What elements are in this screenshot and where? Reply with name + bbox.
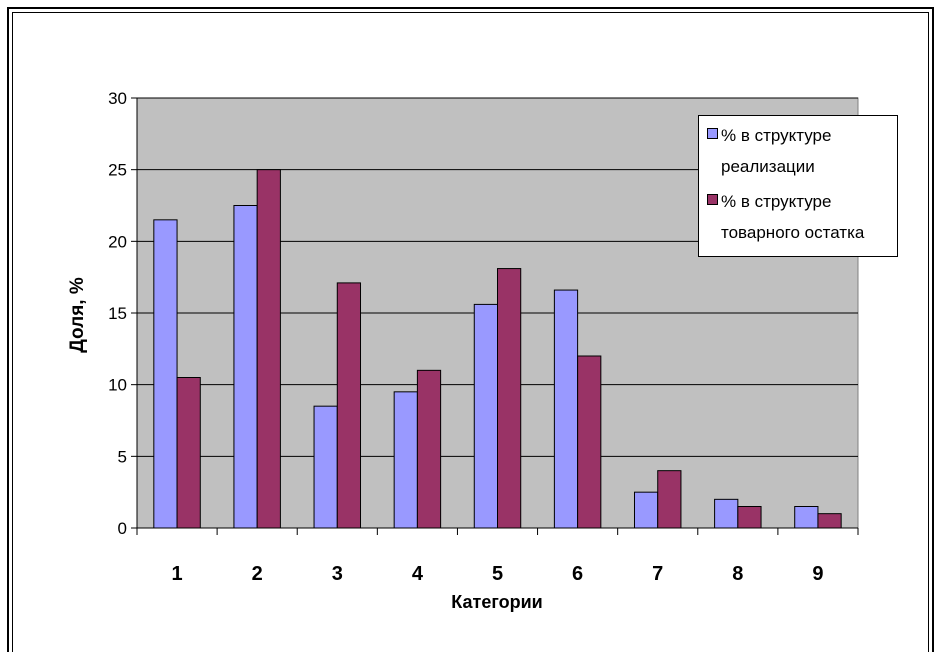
x-tick-label: 2 xyxy=(252,563,263,585)
y-tick-label: 0 xyxy=(118,519,127,538)
legend-swatch-series-2 xyxy=(707,194,718,205)
inner-frame xyxy=(12,12,929,652)
bar-series-2 xyxy=(497,268,522,529)
bar-series-2 xyxy=(657,470,682,529)
x-tick-label: 4 xyxy=(412,563,424,585)
bar-series-1 xyxy=(393,391,418,529)
bar-series-2 xyxy=(577,355,602,529)
y-tick-label: 20 xyxy=(108,232,127,251)
bar-series-1 xyxy=(553,289,579,529)
x-tick-label: 1 xyxy=(171,563,182,585)
legend-swatch-series-1 xyxy=(707,128,718,139)
x-tick-label: 6 xyxy=(572,563,583,585)
x-tick-label: 3 xyxy=(332,563,343,585)
outer-frame xyxy=(7,7,934,652)
x-tick-label: 8 xyxy=(732,563,743,585)
bar-series-2 xyxy=(737,506,762,529)
y-tick-label: 10 xyxy=(108,376,127,395)
chart-legend: % в структуре реализации % в структуре т… xyxy=(698,115,898,257)
y-axis-label: Доля, % xyxy=(67,277,88,353)
bar-series-2 xyxy=(817,513,842,529)
bar-series-2 xyxy=(336,282,362,529)
x-tick-label: 7 xyxy=(652,563,663,585)
bar-series-1 xyxy=(714,498,739,529)
x-axis-label: Категории xyxy=(451,592,542,612)
legend-label-series-1: % в структуре реализации xyxy=(721,126,832,176)
bar-series-1 xyxy=(313,405,338,529)
x-tick-label: 5 xyxy=(492,563,503,585)
bar-series-1 xyxy=(473,303,499,529)
y-tick-label: 25 xyxy=(108,161,127,180)
y-tick-label: 15 xyxy=(108,304,127,323)
bar-series-2 xyxy=(416,369,442,529)
legend-label-series-2: % в структуре товарного остатка xyxy=(721,192,865,242)
bar-series-1 xyxy=(233,205,258,529)
bar-series-2 xyxy=(256,169,281,529)
x-tick-label: 9 xyxy=(812,563,823,585)
bar-series-1 xyxy=(153,219,178,529)
bar-series-1 xyxy=(794,506,819,529)
y-tick-label: 30 xyxy=(108,89,127,108)
y-tick-label: 5 xyxy=(118,447,127,466)
bar-series-1 xyxy=(633,491,659,529)
bar-series-2 xyxy=(176,377,201,529)
